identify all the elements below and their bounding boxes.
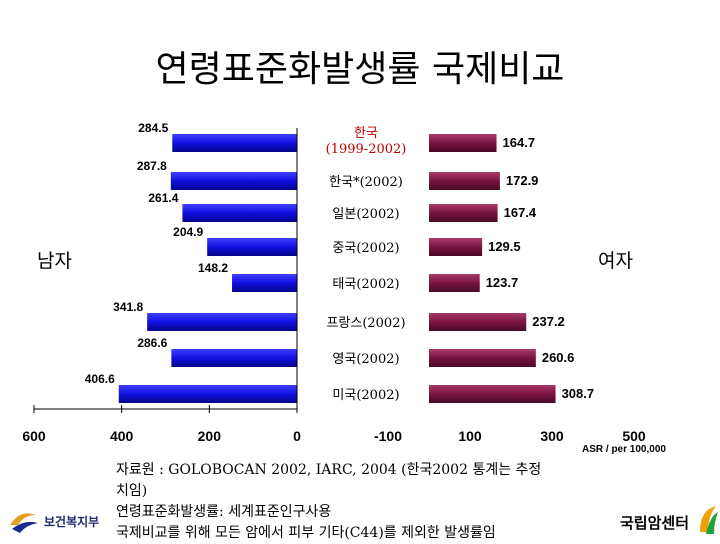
page-title: 연령표준화발생률 국제비교 xyxy=(155,49,565,90)
cancer-center-logo-text: 국립암센터 xyxy=(620,514,690,532)
female-bar xyxy=(429,172,500,190)
category-label: 일본(2002) xyxy=(332,207,399,222)
male-x-tick-label: 0 xyxy=(293,428,301,444)
category-label-line: (1999-2002) xyxy=(326,142,407,157)
asr-note: ASR / per 100,000 xyxy=(582,444,666,455)
male-value-label: 204.9 xyxy=(173,225,203,239)
female-value-label: 123.7 xyxy=(486,275,519,290)
male-bar xyxy=(182,204,297,222)
female-bar xyxy=(429,385,556,403)
category-label: 미국(2002) xyxy=(332,388,399,403)
category-label-line: 태국(2002) xyxy=(332,277,399,292)
footnotes: 자료원 : GOLOBOCAN 2002, IARC, 2004 (한국2002… xyxy=(116,460,616,544)
male-bar xyxy=(147,313,297,331)
footnote-line: 연령표준화발생률: 세계표준인구사용 xyxy=(116,504,332,520)
male-bar xyxy=(170,172,297,190)
male-x-tick-label: 200 xyxy=(198,428,222,444)
ministry-logo: 보건복지부 xyxy=(6,505,116,539)
category-label-line: 한국*(2002) xyxy=(329,175,403,190)
male-bar xyxy=(232,274,297,292)
female-bar xyxy=(429,134,497,152)
footnote-line: 자료원 : GOLOBOCAN 2002, IARC, 2004 (한국2002… xyxy=(116,462,542,478)
female-x-tick-label: -100 xyxy=(374,428,402,444)
female-bar xyxy=(429,274,480,292)
cancer-center-logo: 국립암센터 xyxy=(620,500,720,540)
female-bar xyxy=(429,349,536,367)
male-chart: 284.5 287.8 261.4 204.9 148.2 341.8 286.6 406.6… xyxy=(22,121,301,444)
male-label: 남자 xyxy=(37,250,72,272)
female-value-label: 164.7 xyxy=(503,135,536,150)
ministry-emblem-icon xyxy=(10,513,38,533)
female-value-label: 308.7 xyxy=(562,386,595,401)
female-bar xyxy=(429,313,527,331)
female-bar xyxy=(429,238,483,256)
male-bar xyxy=(172,134,297,152)
category-labels: 한국 (1999-2002) 한국*(2002) 일본(2002) 중국(2002) 태국… xyxy=(326,126,407,403)
category-label: 영국(2002) xyxy=(332,352,399,367)
category-label-line: 한국 xyxy=(354,126,378,141)
female-label: 여자 xyxy=(598,250,633,272)
male-value-label: 286.6 xyxy=(137,336,167,350)
footnote-line: 국제비교를 위해 모든 암에서 피부 기타(C44)를 제외한 발생률임 xyxy=(116,525,496,541)
female-bar xyxy=(429,204,498,222)
footnote-line: 치임) xyxy=(116,483,148,499)
male-x-tick-label: 400 xyxy=(110,428,134,444)
category-label: 한국 (1999-2002) xyxy=(326,126,407,157)
female-value-label: 129.5 xyxy=(488,239,521,254)
female-value-label: 167.4 xyxy=(504,205,537,220)
category-label-line: 일본(2002) xyxy=(332,207,399,222)
female-value-label: 172.9 xyxy=(506,173,539,188)
category-label: 중국(2002) xyxy=(332,241,399,256)
category-label-line: 영국(2002) xyxy=(332,352,399,367)
category-label: 태국(2002) xyxy=(332,277,399,292)
category-label: 한국*(2002) xyxy=(329,175,403,190)
female-x-tick-label: 100 xyxy=(458,428,482,444)
female-x-tick-label: 300 xyxy=(540,428,564,444)
male-value-label: 341.8 xyxy=(113,300,143,314)
male-value-label: 406.6 xyxy=(85,372,115,386)
male-bar xyxy=(171,349,297,367)
category-label-line: 프랑스(2002) xyxy=(326,316,405,331)
female-value-label: 237.2 xyxy=(532,314,565,329)
male-x-tick-label: 600 xyxy=(22,428,46,444)
female-chart: 164.7 172.9 167.4 129.5 123.7 237.2 260.6 308.7… xyxy=(374,134,646,444)
male-bar xyxy=(118,385,297,403)
category-label: 프랑스(2002) xyxy=(326,316,405,331)
category-label-line: 미국(2002) xyxy=(332,388,399,403)
male-value-label: 261.4 xyxy=(148,191,178,205)
male-bar xyxy=(207,238,297,256)
cancer-center-emblem-icon xyxy=(700,506,718,534)
female-value-label: 260.6 xyxy=(542,350,575,365)
male-value-label: 148.2 xyxy=(198,261,228,275)
male-value-label: 284.5 xyxy=(138,121,168,135)
ministry-logo-text: 보건복지부 xyxy=(44,515,100,529)
male-value-label: 287.8 xyxy=(137,159,167,173)
female-x-tick-label: 500 xyxy=(622,428,646,444)
category-label-line: 중국(2002) xyxy=(332,241,399,256)
